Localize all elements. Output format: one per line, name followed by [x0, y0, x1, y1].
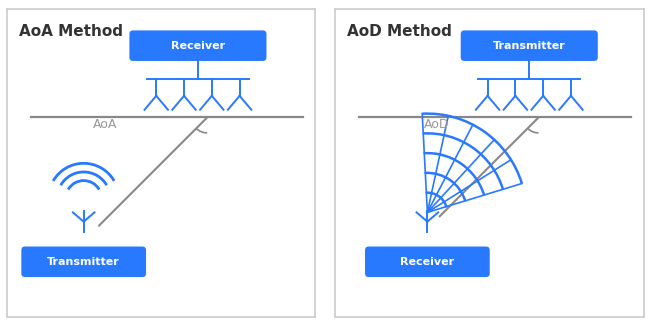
Text: Transmitter: Transmitter [47, 257, 120, 267]
Text: AoA: AoA [93, 118, 117, 131]
Text: AoD: AoD [424, 118, 450, 131]
Text: Receiver: Receiver [171, 41, 225, 51]
Text: AoD Method: AoD Method [347, 24, 452, 39]
FancyBboxPatch shape [461, 30, 598, 61]
Text: Receiver: Receiver [400, 257, 454, 267]
FancyBboxPatch shape [21, 246, 146, 277]
Text: Transmitter: Transmitter [493, 41, 566, 51]
FancyBboxPatch shape [365, 246, 489, 277]
FancyBboxPatch shape [129, 30, 266, 61]
Text: AoA Method: AoA Method [19, 24, 123, 39]
